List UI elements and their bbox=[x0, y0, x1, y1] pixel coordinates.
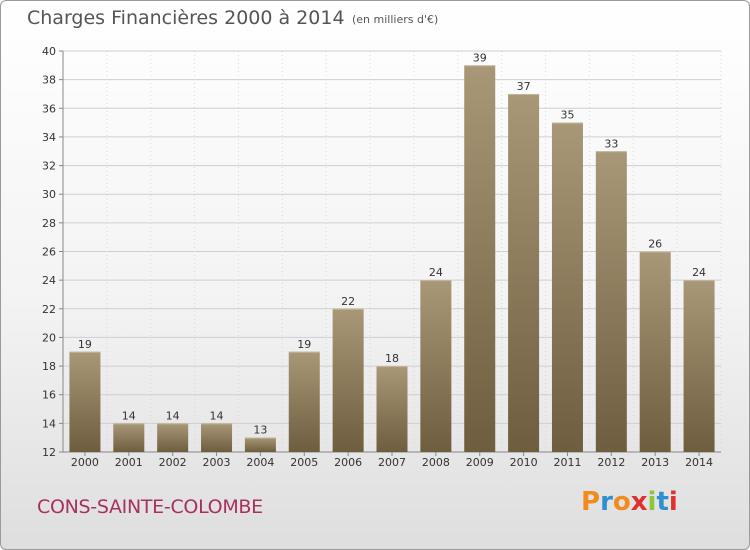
y-tick-label: 14 bbox=[42, 417, 56, 430]
bar-2002 bbox=[157, 423, 189, 452]
y-tick-label: 18 bbox=[42, 360, 56, 373]
x-tick-label: 2011 bbox=[553, 456, 581, 469]
data-label: 19 bbox=[297, 338, 311, 351]
y-tick-label: 38 bbox=[42, 74, 56, 87]
bar-2005 bbox=[288, 351, 320, 452]
y-tick-label: 30 bbox=[42, 188, 56, 201]
x-tick-label: 2002 bbox=[159, 456, 187, 469]
bar-2014 bbox=[683, 280, 715, 452]
logo-letter: i bbox=[647, 487, 657, 517]
commune-name: CONS-SAINTE-COLOMBE bbox=[37, 496, 263, 518]
data-label: 24 bbox=[429, 266, 443, 279]
y-tick-label: 28 bbox=[42, 217, 56, 230]
bar-2003 bbox=[201, 423, 233, 452]
bar-2004 bbox=[244, 437, 276, 452]
x-tick-label: 2006 bbox=[334, 456, 362, 469]
data-label: 14 bbox=[210, 409, 224, 422]
data-label: 14 bbox=[166, 409, 180, 422]
bar-2011 bbox=[551, 122, 583, 452]
y-tick-label: 40 bbox=[42, 45, 56, 58]
bar-2001 bbox=[113, 423, 145, 452]
y-tick-label: 22 bbox=[42, 303, 56, 316]
data-label: 19 bbox=[78, 338, 92, 351]
y-tick-label: 32 bbox=[42, 160, 56, 173]
chart-subtitle: (en milliers d'€) bbox=[352, 13, 439, 26]
y-tick-label: 20 bbox=[42, 331, 56, 344]
logo-letter: t bbox=[656, 487, 669, 517]
bar-2009 bbox=[464, 65, 496, 453]
data-label: 22 bbox=[341, 295, 355, 308]
x-tick-label: 2007 bbox=[378, 456, 406, 469]
bar-2008 bbox=[420, 280, 452, 452]
x-tick-label: 2014 bbox=[685, 456, 713, 469]
x-tick-label: 2001 bbox=[115, 456, 143, 469]
data-labels: 19 14 14 14 13 19 22 18 24 39 37 35 33 26 24 bbox=[78, 51, 706, 436]
y-tick-label: 12 bbox=[42, 446, 56, 459]
data-label: 37 bbox=[517, 80, 531, 93]
data-label: 18 bbox=[385, 352, 399, 365]
data-label: 39 bbox=[473, 51, 487, 64]
x-tick-label: 2005 bbox=[290, 456, 318, 469]
y-tick-label: 24 bbox=[42, 274, 56, 287]
data-label: 24 bbox=[692, 266, 706, 279]
logo-letter: o bbox=[612, 487, 631, 517]
x-tick-label: 2013 bbox=[641, 456, 669, 469]
proxiti-logo[interactable]: Proxiti bbox=[581, 487, 678, 517]
x-tick-label: 2008 bbox=[422, 456, 450, 469]
logo-letter: i bbox=[668, 487, 678, 517]
x-tick-label: 2000 bbox=[71, 456, 99, 469]
logo-letter: r bbox=[600, 487, 613, 517]
bar-2006 bbox=[332, 308, 364, 452]
bar-2010 bbox=[508, 93, 540, 452]
data-label: 26 bbox=[648, 238, 662, 251]
data-label: 35 bbox=[560, 109, 574, 122]
logo-letter: x bbox=[630, 487, 648, 517]
y-tick-label: 16 bbox=[42, 389, 56, 402]
bar-2000 bbox=[69, 351, 101, 452]
y-tick-label: 26 bbox=[42, 246, 56, 259]
bar-2012 bbox=[595, 151, 627, 452]
logo-letter: P bbox=[581, 487, 601, 517]
x-tick-label: 2009 bbox=[466, 456, 494, 469]
data-label: 14 bbox=[122, 409, 136, 422]
x-tick-label: 2003 bbox=[203, 456, 231, 469]
bar-2007 bbox=[376, 366, 408, 452]
x-tick-label: 2004 bbox=[246, 456, 274, 469]
x-tick-label: 2012 bbox=[597, 456, 625, 469]
chart-title: Charges Financières 2000 à 2014 bbox=[27, 7, 345, 29]
bars bbox=[69, 65, 715, 453]
bar-2013 bbox=[639, 251, 671, 452]
data-label: 13 bbox=[253, 424, 267, 437]
y-tick-label: 36 bbox=[42, 102, 56, 115]
y-tick-label: 34 bbox=[42, 131, 56, 144]
data-label: 33 bbox=[604, 137, 618, 150]
x-tick-label: 2010 bbox=[510, 456, 538, 469]
